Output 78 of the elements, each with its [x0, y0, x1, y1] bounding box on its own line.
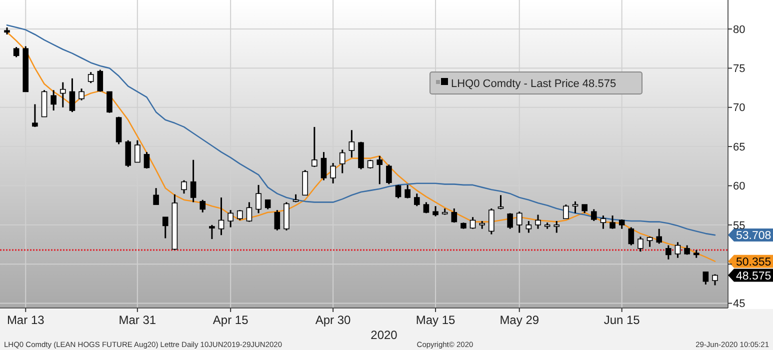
candlestick: [451, 208, 458, 224]
candlestick: [666, 244, 672, 260]
candlestick: [610, 214, 616, 230]
candlestick: [386, 164, 392, 185]
candlestick: [200, 199, 206, 214]
candlestick: [153, 187, 159, 206]
candlestick: [600, 214, 606, 230]
candlestick: [404, 184, 410, 200]
candlestick: [376, 155, 383, 185]
candlestick: [507, 212, 513, 230]
candlestick: [674, 241, 681, 259]
candlestick: [470, 216, 476, 230]
candlestick: [256, 184, 262, 214]
x-tick-label: Mar 31: [118, 313, 156, 327]
candlestick: [414, 192, 420, 207]
y-tick-label: 80: [733, 24, 746, 36]
candlestick: [330, 162, 336, 184]
candlestick: [69, 78, 76, 113]
x-tick-label: Jun 15: [604, 313, 640, 327]
x-tick-label: May 29: [500, 313, 540, 327]
candlestick: [264, 199, 271, 210]
x-tick-label: Mar 13: [6, 313, 45, 327]
candlestick: [320, 151, 327, 182]
candlestick: [646, 236, 653, 248]
candlestick: [228, 209, 234, 228]
legend-label: LHQ0 Comdty - Last Price 48.575: [451, 78, 616, 90]
candlestick: [572, 200, 578, 214]
candlestick: [32, 103, 38, 128]
candlestick: [274, 209, 280, 232]
candlestick: [106, 90, 112, 114]
x-tick-label: May 15: [416, 313, 456, 327]
candlestick: [702, 271, 709, 286]
x-tick-label: Apr 30: [315, 313, 352, 327]
y-tick-label: 75: [733, 63, 746, 76]
candlestick: [60, 82, 66, 108]
x-axis-title: 2020: [370, 328, 398, 342]
candlestick: [78, 88, 84, 102]
candlestick: [125, 140, 132, 168]
candlestick: [246, 201, 252, 223]
candlestick: [535, 214, 541, 230]
candlestick: [218, 196, 224, 236]
candlestick: [162, 216, 168, 239]
candlestick: [13, 46, 20, 58]
y-tick-label: 45: [733, 298, 746, 310]
candlestick: [526, 220, 532, 234]
candlestick: [97, 69, 104, 92]
y-tick-label: 65: [733, 141, 746, 154]
candlestick: [432, 205, 438, 218]
x-tick-label: Apr 15: [212, 313, 249, 327]
candlestick: [181, 180, 187, 194]
data-label: 53.708: [736, 230, 772, 242]
candlestick: [209, 224, 215, 240]
text: 48.575: [736, 270, 772, 282]
candlestick: [339, 148, 346, 174]
candlestick: [563, 204, 569, 220]
candlestick: [488, 208, 494, 236]
candlestick: [190, 159, 196, 203]
candlestick: [656, 228, 662, 244]
candlestick: [134, 140, 140, 163]
candlestick: [628, 226, 634, 246]
candlestick: [638, 236, 644, 252]
candlestick: [498, 194, 504, 210]
candlestick: [312, 126, 318, 168]
candlestick: [395, 184, 402, 200]
candlestick: [712, 274, 718, 286]
candlestick: [302, 169, 308, 196]
candlestick: [554, 220, 560, 234]
candlestick: [348, 129, 355, 158]
candlestick: [50, 89, 56, 112]
data-label: 50.355: [736, 256, 772, 268]
candlestick: [618, 218, 625, 230]
candlestick: [236, 209, 243, 221]
y-tick-label: 70: [733, 102, 746, 114]
candlestick: [516, 210, 522, 234]
y-tick-label: 60: [733, 180, 746, 193]
candlestick: [144, 151, 150, 170]
candlestick: [590, 208, 597, 222]
candlestick: [88, 71, 94, 84]
